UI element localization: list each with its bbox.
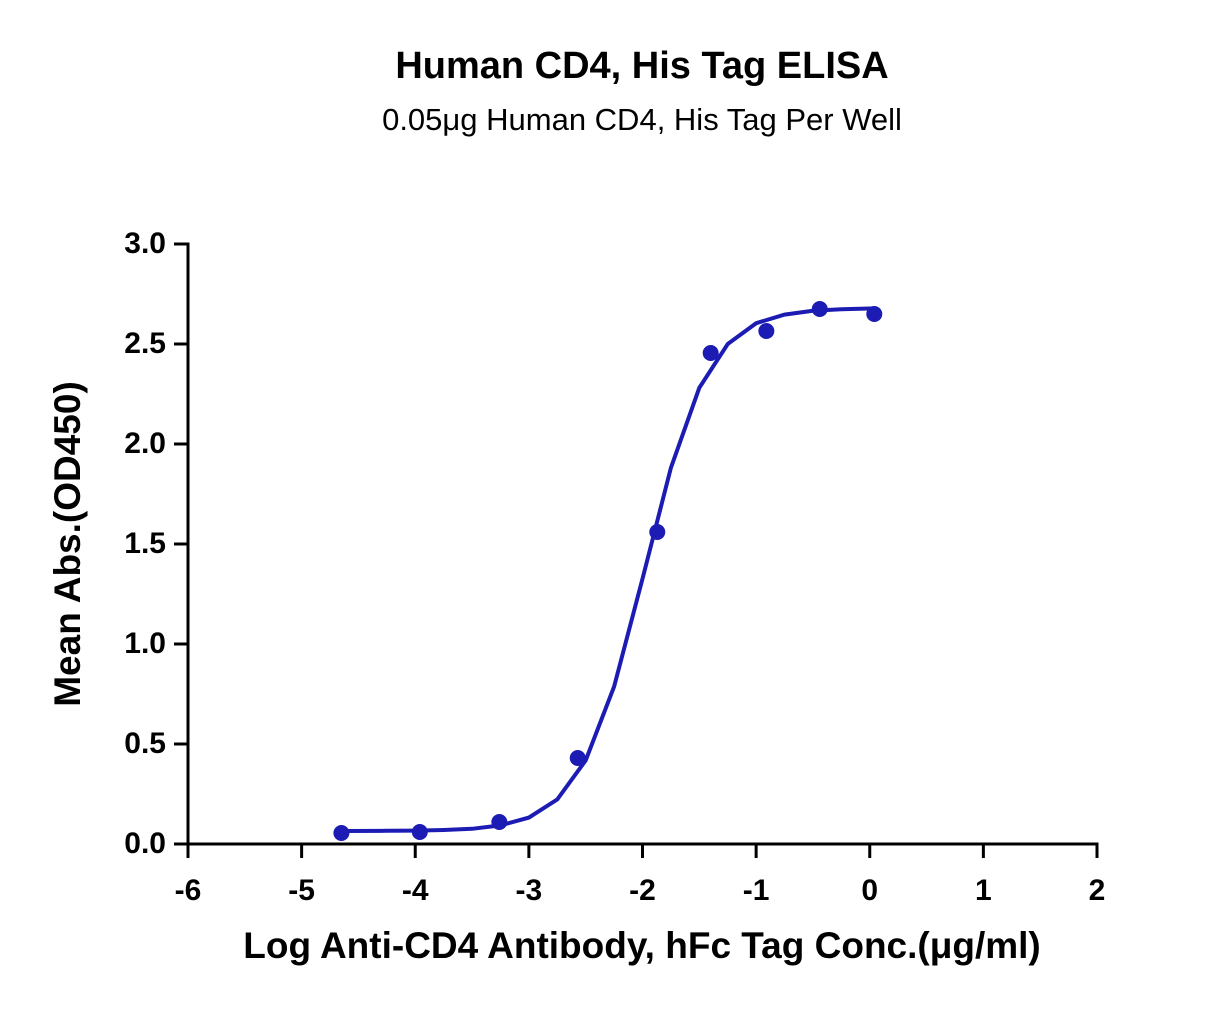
x-tick-label: -2 <box>629 874 656 907</box>
x-tick-label: -4 <box>402 874 429 907</box>
y-tick-label: 0.0 <box>124 827 166 860</box>
x-axis-label: Log Anti-CD4 Antibody, hFc Tag Conc.(μg/… <box>243 925 1041 966</box>
data-point <box>758 323 775 339</box>
x-tick-label: 0 <box>861 874 878 907</box>
y-tick-label: 1.5 <box>124 527 166 560</box>
fit-curve <box>341 306 875 833</box>
y-tick-label: 2.0 <box>124 427 166 460</box>
data-point <box>811 301 828 317</box>
data-point <box>491 814 508 830</box>
x-tick-label: -5 <box>288 874 315 907</box>
chart-subtitle: 0.05μg Human CD4, His Tag Per Well <box>382 102 902 137</box>
data-point <box>569 750 586 766</box>
x-tick-label: -6 <box>175 874 202 907</box>
data-point <box>649 524 666 540</box>
y-tick-label: 3.0 <box>124 227 166 260</box>
x-tick-label: -3 <box>516 874 543 907</box>
y-axis-label: Mean Abs.(OD450) <box>47 381 88 707</box>
x-tick-label: 2 <box>1089 874 1106 907</box>
x-tick-label: 1 <box>975 874 992 907</box>
data-point <box>866 306 883 322</box>
data-point <box>411 824 428 840</box>
data-point <box>333 825 350 841</box>
x-tick-label: -1 <box>743 874 770 907</box>
y-tick-label: 2.5 <box>124 327 166 360</box>
chart-title: Human CD4, His Tag ELISA <box>395 45 888 87</box>
y-tick-label: 0.5 <box>124 727 166 760</box>
data-point <box>702 345 719 361</box>
y-tick-label: 1.0 <box>124 627 166 660</box>
